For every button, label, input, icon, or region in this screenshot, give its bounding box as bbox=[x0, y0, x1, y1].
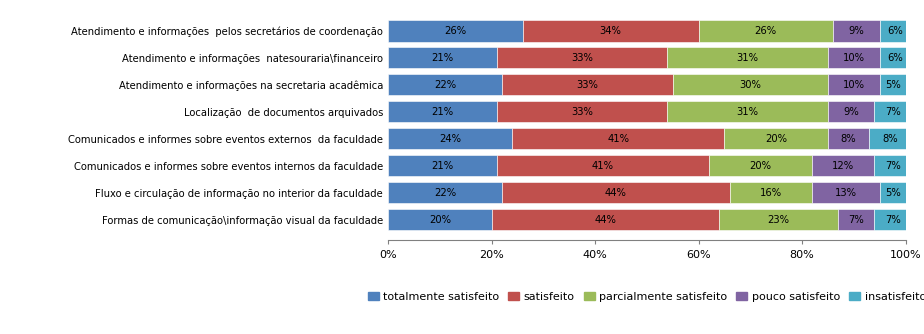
Bar bbox=[874, 155, 911, 176]
Bar bbox=[874, 209, 911, 230]
Text: 13%: 13% bbox=[835, 188, 857, 198]
Text: 9%: 9% bbox=[844, 107, 859, 117]
Bar bbox=[874, 101, 911, 122]
Bar bbox=[497, 101, 667, 122]
Text: 5%: 5% bbox=[884, 80, 901, 90]
Text: 33%: 33% bbox=[577, 80, 598, 90]
Text: 44%: 44% bbox=[605, 188, 626, 198]
Bar bbox=[523, 20, 699, 41]
Bar bbox=[667, 101, 828, 122]
Text: 7%: 7% bbox=[884, 161, 901, 171]
Bar bbox=[812, 182, 880, 203]
Bar bbox=[828, 47, 880, 68]
Text: 21%: 21% bbox=[432, 161, 454, 171]
Bar bbox=[512, 128, 724, 149]
Bar bbox=[880, 182, 906, 203]
Bar bbox=[812, 155, 874, 176]
Text: 7%: 7% bbox=[884, 214, 901, 224]
Text: 6%: 6% bbox=[887, 53, 903, 63]
Bar bbox=[699, 20, 833, 41]
Bar bbox=[828, 74, 880, 96]
Text: 20%: 20% bbox=[765, 134, 787, 144]
Text: 7%: 7% bbox=[848, 214, 864, 224]
Text: 20%: 20% bbox=[429, 214, 451, 224]
Bar bbox=[724, 128, 828, 149]
Bar bbox=[709, 155, 812, 176]
Text: 26%: 26% bbox=[444, 26, 467, 36]
Text: 7%: 7% bbox=[884, 107, 901, 117]
Bar bbox=[388, 74, 502, 96]
Text: 23%: 23% bbox=[768, 214, 790, 224]
Bar bbox=[388, 182, 502, 203]
Text: 21%: 21% bbox=[432, 53, 454, 63]
Bar bbox=[673, 74, 828, 96]
Text: 12%: 12% bbox=[833, 161, 855, 171]
Bar bbox=[880, 20, 911, 41]
Bar bbox=[869, 128, 911, 149]
Bar bbox=[667, 47, 828, 68]
Text: 31%: 31% bbox=[736, 53, 759, 63]
Bar bbox=[388, 128, 512, 149]
Text: 22%: 22% bbox=[434, 188, 456, 198]
Bar bbox=[497, 47, 667, 68]
Text: 33%: 33% bbox=[571, 53, 593, 63]
Text: 41%: 41% bbox=[607, 134, 629, 144]
Bar bbox=[497, 155, 709, 176]
Text: 26%: 26% bbox=[755, 26, 777, 36]
Legend: totalmente satisfeito, satisfeito, parcialmente satisfeito, pouco satisfeito, in: totalmente satisfeito, satisfeito, parci… bbox=[363, 288, 924, 306]
Bar bbox=[828, 101, 874, 122]
Text: 24%: 24% bbox=[439, 134, 461, 144]
Text: 8%: 8% bbox=[882, 134, 898, 144]
Bar bbox=[388, 101, 497, 122]
Bar bbox=[388, 47, 497, 68]
Text: 8%: 8% bbox=[841, 134, 857, 144]
Text: 34%: 34% bbox=[600, 26, 622, 36]
Text: 10%: 10% bbox=[843, 80, 865, 90]
Bar bbox=[828, 128, 869, 149]
Bar bbox=[502, 74, 673, 96]
Bar bbox=[880, 74, 906, 96]
Text: 30%: 30% bbox=[739, 80, 761, 90]
Bar bbox=[833, 20, 880, 41]
Bar bbox=[492, 209, 719, 230]
Bar bbox=[388, 209, 492, 230]
Text: 16%: 16% bbox=[760, 188, 782, 198]
Bar bbox=[388, 20, 523, 41]
Bar bbox=[388, 155, 497, 176]
Text: 9%: 9% bbox=[848, 26, 864, 36]
Bar bbox=[880, 47, 911, 68]
Text: 33%: 33% bbox=[571, 107, 593, 117]
Bar bbox=[719, 209, 838, 230]
Text: 10%: 10% bbox=[843, 53, 865, 63]
Text: 22%: 22% bbox=[434, 80, 456, 90]
Bar bbox=[838, 209, 874, 230]
Text: 21%: 21% bbox=[432, 107, 454, 117]
Bar bbox=[730, 182, 812, 203]
Text: 20%: 20% bbox=[749, 161, 772, 171]
Text: 31%: 31% bbox=[736, 107, 759, 117]
Text: 5%: 5% bbox=[884, 188, 901, 198]
Bar bbox=[502, 182, 730, 203]
Text: 44%: 44% bbox=[594, 214, 616, 224]
Text: 41%: 41% bbox=[591, 161, 614, 171]
Text: 6%: 6% bbox=[887, 26, 903, 36]
